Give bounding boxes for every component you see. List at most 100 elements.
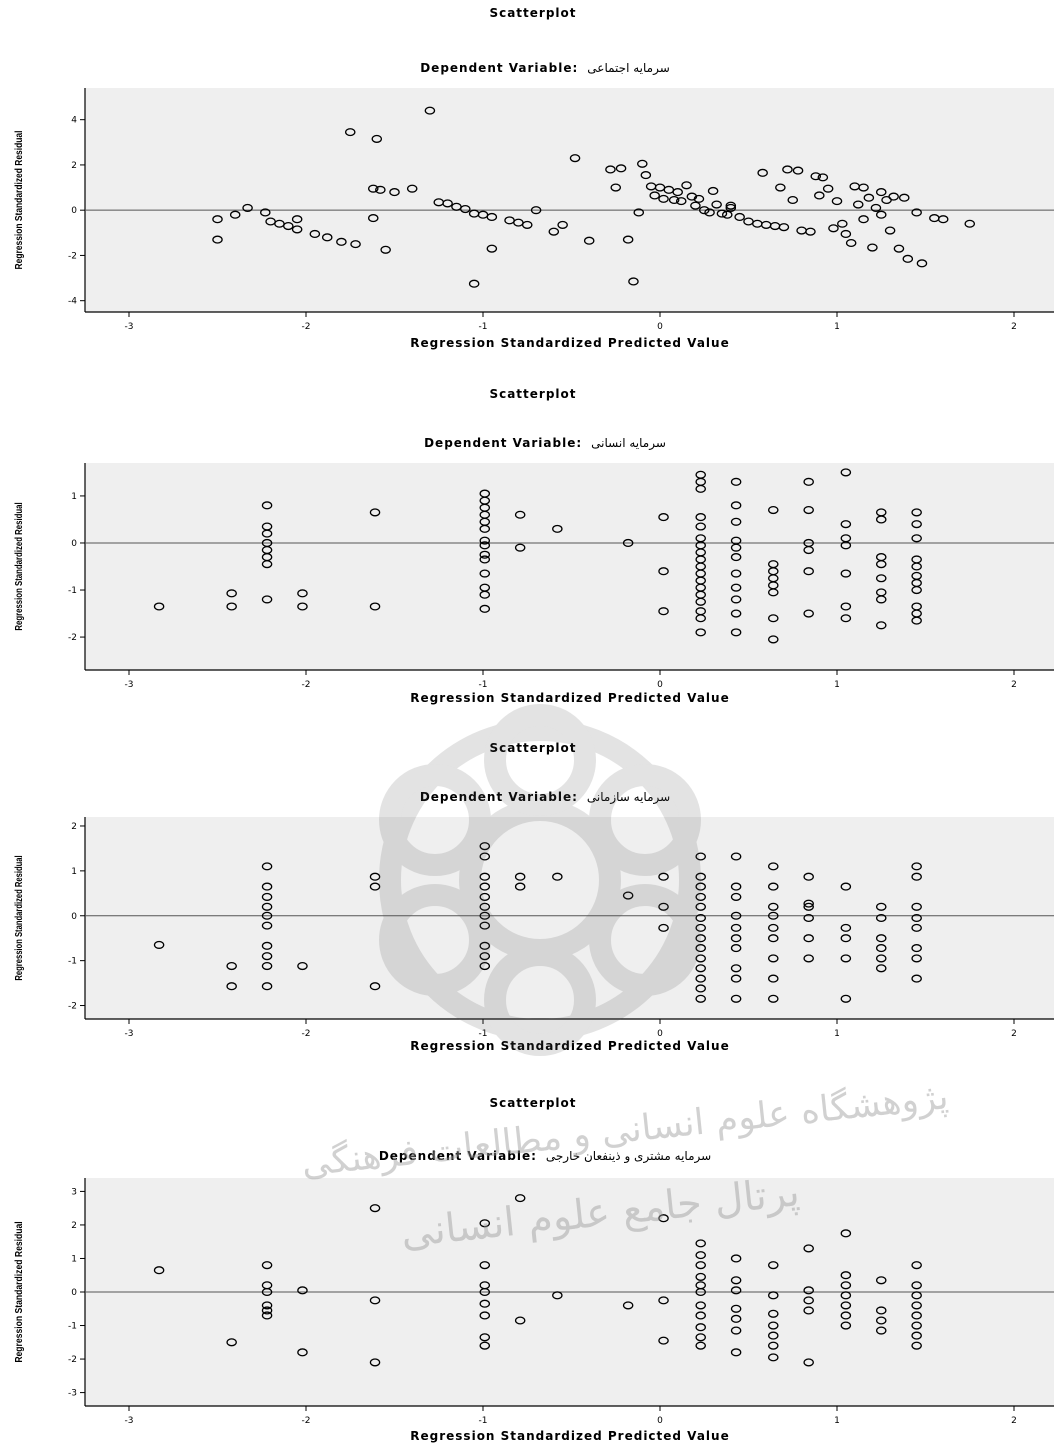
data-point [716,209,728,218]
data-point [479,842,491,851]
data-point [730,911,742,920]
data-point [840,1321,852,1330]
data-point [226,982,237,991]
y-tick-label: 3 [71,1187,77,1197]
data-point [622,891,634,900]
data-point [695,1301,706,1310]
data-point [479,911,491,920]
data-point [768,614,779,623]
data-point [261,1287,273,1297]
data-point [336,237,347,246]
data-point [911,1281,922,1290]
data-point [479,892,491,901]
data-point [803,609,814,618]
x-tick-label: -1 [479,1416,488,1426]
data-point [552,1291,563,1300]
data-point [707,186,719,195]
data-point [369,1296,381,1305]
data-point [622,1301,634,1310]
data-point [479,1333,491,1342]
data-point [911,1321,922,1330]
data-point [840,994,852,1003]
data-point [695,964,706,973]
data-point [730,1304,742,1313]
x-tick-label: 2 [1011,1029,1017,1039]
data-point [479,1219,491,1228]
data-point [658,1336,669,1345]
data-point [261,529,273,538]
data-point [350,240,361,249]
data-point [668,195,680,205]
data-point [782,165,793,174]
data-point [479,536,491,545]
data-point [863,193,875,202]
data-point [876,1276,887,1285]
data-point [153,602,165,611]
data-point [369,872,381,881]
data-point [479,952,491,961]
data-point [911,1311,922,1320]
data-point [768,934,779,943]
data-point [695,628,706,637]
data-point [695,1272,706,1281]
data-point [406,184,418,193]
data-point [876,188,887,197]
data-point [628,277,639,286]
data-point [297,1348,308,1357]
data-point [911,1341,922,1350]
data-point [695,484,706,493]
data-point [730,609,742,618]
data-point [803,872,814,881]
y-tick-label: -2 [68,633,77,643]
data-point [695,1261,706,1270]
data-point [699,206,710,215]
x-tick-label: -3 [125,1416,134,1426]
data-point [658,902,669,911]
data-point [876,574,887,583]
data-point [637,159,648,168]
data-point [291,225,303,234]
data-point [479,604,491,613]
data-point [828,224,839,233]
data-point [840,1291,852,1300]
data-point [695,513,706,522]
data-point [803,477,814,486]
data-point [695,614,706,623]
data-point [730,1254,742,1263]
data-point [583,236,595,245]
data-point [893,244,905,253]
data-point [479,1261,491,1270]
data-point [291,215,303,224]
data-point [876,210,887,219]
data-point [911,1291,922,1300]
data-point [768,588,779,597]
chart-1-title: Scatterplot [489,6,576,20]
data-point [768,1291,779,1300]
data-point [297,589,308,598]
data-point [964,219,976,228]
data-point [845,238,857,248]
data-point [695,522,706,531]
data-point [695,892,706,901]
x-tick-label: 1 [834,1416,840,1426]
data-point [822,184,834,193]
data-point [768,1261,779,1270]
data-point [695,1239,706,1248]
data-point [911,1301,922,1310]
data-point [730,569,742,578]
data-point [867,243,878,252]
data-point [389,188,400,197]
data-point [479,524,491,533]
data-point [369,1204,381,1213]
data-point [260,208,271,217]
data-point [911,520,922,529]
data-point [730,583,742,592]
data-point [725,203,737,212]
x-tick-label: -1 [479,322,488,332]
data-point [876,1326,887,1335]
x-tick-label: -1 [479,680,488,690]
data-point [911,508,922,517]
data-point [876,934,887,943]
data-point [730,1286,742,1295]
chart-3-title: Scatterplot [489,741,576,755]
